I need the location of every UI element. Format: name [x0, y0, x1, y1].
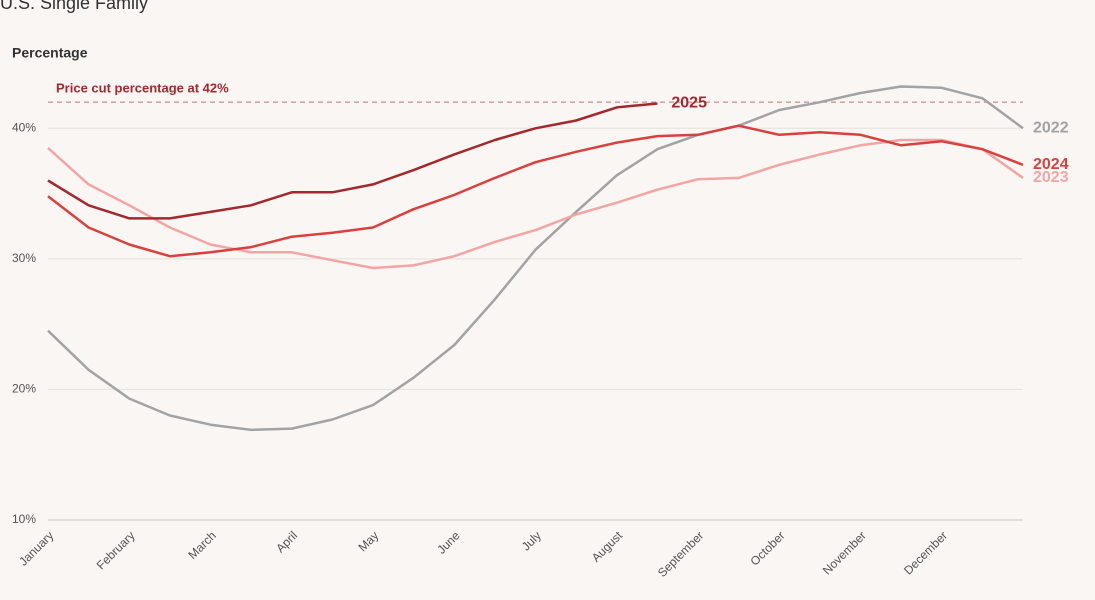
line-series: [47, 102, 658, 220]
series-label: 2024: [1033, 156, 1069, 173]
y-tick-label: 40%: [12, 120, 36, 134]
series-label: 2025: [671, 95, 707, 112]
line-series: [47, 85, 1024, 432]
series-label: 2022: [1033, 120, 1069, 137]
y-tick-label: 10%: [12, 512, 36, 526]
series-label: 2023: [1033, 169, 1069, 186]
annotation: Price cut percentage at 42%: [56, 81, 229, 96]
y-tick-label: 20%: [12, 382, 36, 396]
line-series: [47, 124, 1024, 258]
y-tick-label: 30%: [12, 251, 36, 265]
line-series: [47, 138, 1024, 270]
chart-title: U.S. Single Family: [0, 0, 148, 13]
y-axis-label: Percentage: [12, 45, 88, 61]
